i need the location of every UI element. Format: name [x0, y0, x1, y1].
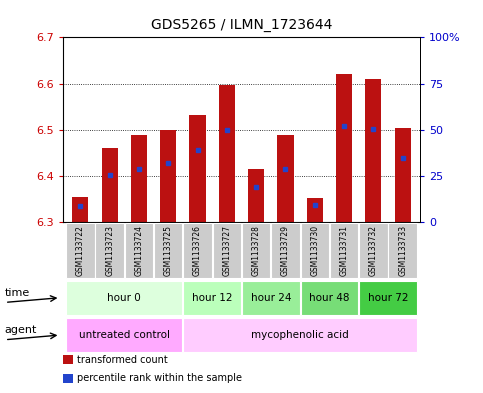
- Text: GSM1133731: GSM1133731: [340, 225, 349, 276]
- Text: untreated control: untreated control: [79, 330, 170, 340]
- Text: GSM1133732: GSM1133732: [369, 225, 378, 276]
- Text: time: time: [5, 288, 30, 298]
- Text: GSM1133727: GSM1133727: [222, 225, 231, 276]
- Bar: [101, 148, 118, 222]
- Bar: [307, 198, 323, 222]
- Bar: [277, 135, 294, 222]
- Text: GSM1133722: GSM1133722: [76, 225, 85, 276]
- Text: GDS5265 / ILMN_1723644: GDS5265 / ILMN_1723644: [151, 18, 332, 32]
- Bar: [189, 115, 206, 222]
- Text: percentile rank within the sample: percentile rank within the sample: [77, 373, 242, 384]
- Text: GSM1133730: GSM1133730: [310, 225, 319, 276]
- Text: GSM1133724: GSM1133724: [134, 225, 143, 276]
- Text: hour 72: hour 72: [368, 293, 408, 303]
- Text: transformed count: transformed count: [77, 354, 168, 365]
- Text: GSM1133726: GSM1133726: [193, 225, 202, 276]
- Text: GSM1133723: GSM1133723: [105, 225, 114, 276]
- Text: GSM1133728: GSM1133728: [252, 225, 261, 276]
- Text: GSM1133733: GSM1133733: [398, 225, 407, 276]
- Text: hour 0: hour 0: [107, 293, 141, 303]
- Bar: [131, 135, 147, 222]
- Bar: [248, 169, 264, 222]
- Bar: [219, 85, 235, 222]
- Text: hour 12: hour 12: [192, 293, 232, 303]
- Text: hour 48: hour 48: [309, 293, 350, 303]
- Bar: [160, 130, 176, 222]
- Bar: [336, 74, 352, 222]
- Text: GSM1133729: GSM1133729: [281, 225, 290, 276]
- Text: agent: agent: [5, 325, 37, 335]
- Text: GSM1133725: GSM1133725: [164, 225, 173, 276]
- Bar: [395, 128, 411, 222]
- Text: hour 24: hour 24: [251, 293, 291, 303]
- Text: mycophenolic acid: mycophenolic acid: [251, 330, 349, 340]
- Bar: [72, 196, 88, 222]
- Bar: [365, 79, 382, 222]
